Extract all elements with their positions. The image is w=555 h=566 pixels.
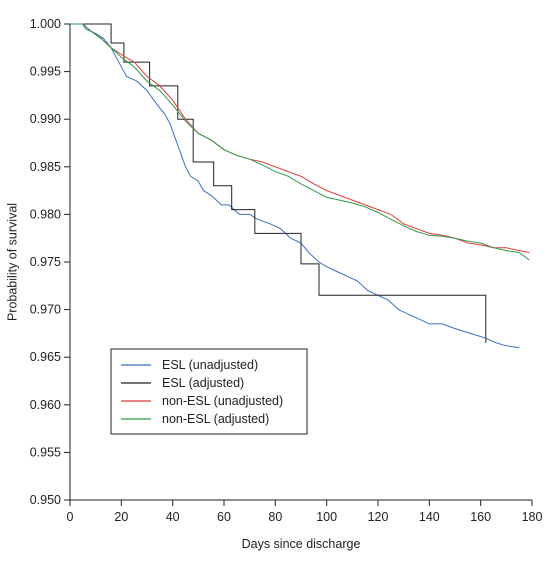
legend-label: non-ESL (adjusted) (162, 412, 269, 426)
series-line-1 (70, 23, 520, 349)
y-tick-label: 0.955 (30, 445, 61, 459)
legend-label: ESL (adjusted) (162, 376, 244, 390)
series-line-3 (70, 23, 530, 253)
y-tick-label: 0.965 (30, 350, 61, 364)
y-tick-label: 0.970 (30, 303, 61, 317)
legend: ESL (unadjusted) ESL (adjusted) non-ESL (u… (110, 348, 308, 435)
y-tick-label: 1.000 (30, 17, 61, 31)
series-layer (70, 23, 530, 349)
legend-label: non-ESL (unadjusted) (162, 394, 283, 408)
x-tick-label: 100 (316, 510, 337, 524)
x-tick-label: 140 (419, 510, 440, 524)
x-tick-label: 0 (67, 510, 74, 524)
y-tick-label: 0.980 (30, 207, 61, 221)
series-line-2 (70, 23, 487, 343)
legend-box (110, 348, 308, 435)
y-tick-label: 0.985 (30, 160, 61, 174)
x-tick-label: 120 (368, 510, 389, 524)
y-tick-label: 0.975 (30, 255, 61, 269)
x-tick-label: 40 (166, 510, 180, 524)
axes: 0.950 0.955 0.960 0.965 0.970 0.975 0.980 0.985… (30, 17, 543, 524)
x-tick-label: 80 (268, 510, 282, 524)
series-line-4 (70, 23, 530, 261)
y-axis-title: Probability of survival (5, 203, 19, 321)
x-tick-label: 60 (217, 510, 231, 524)
y-tick-label: 0.990 (30, 112, 61, 126)
y-tick-label: 0.950 (30, 493, 61, 507)
x-tick-label: 180 (522, 510, 543, 524)
x-axis-title: Days since discharge (242, 537, 361, 551)
x-tick-label: 160 (470, 510, 491, 524)
x-tick-label: 20 (114, 510, 128, 524)
legend-label: ESL (unadjusted) (162, 358, 258, 372)
y-tick-label: 0.995 (30, 65, 61, 79)
y-tick-label: 0.960 (30, 398, 61, 412)
